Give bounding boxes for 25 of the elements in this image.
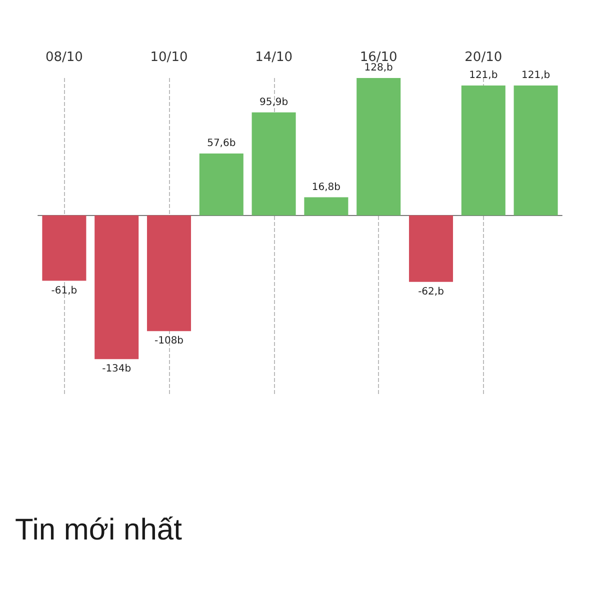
bar <box>199 154 244 216</box>
data-label: 16,8b <box>312 182 341 193</box>
bar <box>146 215 192 332</box>
x-tick-label: 08/10 <box>45 50 83 65</box>
x-tick-label: 20/10 <box>464 50 502 65</box>
data-label: 121,b <box>521 70 550 82</box>
x-tick-label: 14/10 <box>255 50 293 65</box>
data-label: 128,b <box>364 62 393 74</box>
bar <box>252 112 296 216</box>
bar <box>94 215 139 360</box>
data-label: -108b <box>154 336 184 347</box>
bar <box>42 215 86 281</box>
x-tick-label: 10/10 <box>150 50 188 65</box>
data-label: -62,b <box>418 286 444 298</box>
bar <box>304 197 348 216</box>
text: Tin mới nhất <box>15 514 183 546</box>
bar <box>461 86 506 216</box>
data-label: -61,b <box>51 285 78 296</box>
bar <box>408 215 454 282</box>
bar <box>356 78 401 216</box>
data-label: -134b <box>102 364 132 375</box>
data-label: 121,b <box>469 70 498 82</box>
bar <box>514 86 558 216</box>
data-label: 95,9b <box>259 96 288 108</box>
data-label: 57,6b <box>207 138 236 150</box>
